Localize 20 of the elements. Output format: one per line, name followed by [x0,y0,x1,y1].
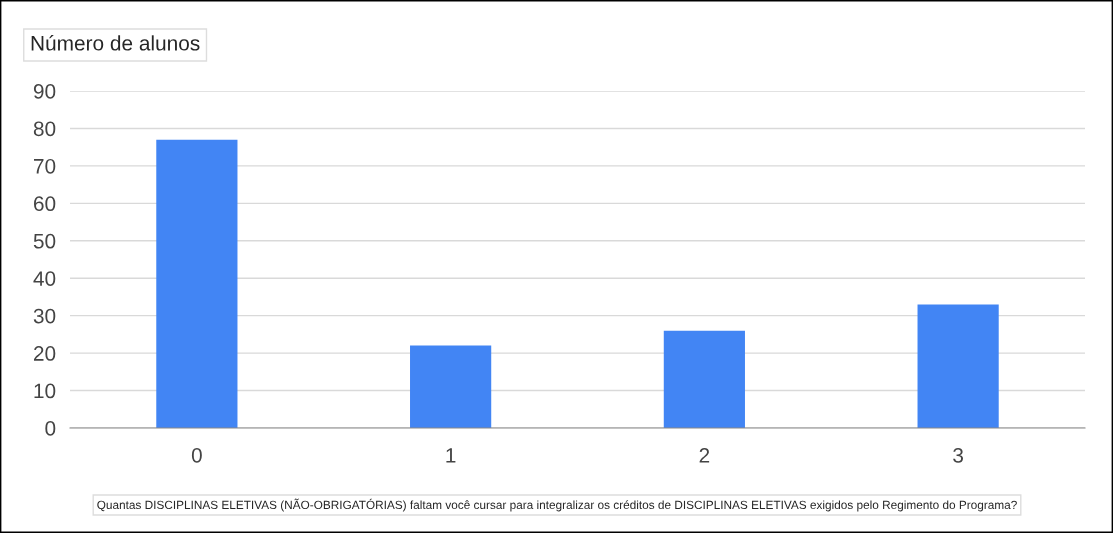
bar [663,330,745,428]
x-tick-label: 3 [953,447,963,463]
y-tick-label: 50 [33,233,56,249]
bar [156,139,238,428]
y-tick-label: 60 [34,196,56,212]
y-tick-label: 40 [33,271,56,286]
x-tick-label: 0 [191,447,202,463]
y-tick-label: 90 [33,84,56,99]
x-axis-title: Quantas DISCIPLINAS ELETIVAS (NÃO-OBRIGATÓRIAS) faltam você cursar para integralizar os créditos de DISCIPLINAS ELETIVAS exigidos pelo Regimento do Programa? [97,498,1017,512]
bar [410,345,492,428]
y-tick-label: 10 [34,383,56,399]
y-tick-label: 30 [33,308,56,324]
y-tick-label: 0 [45,421,56,436]
y-tick-label: 70 [34,158,56,174]
y-tick-label: 20 [33,346,56,361]
y-axis-title: Número de alunos [31,35,200,51]
x-tick-label: 1 [446,448,456,463]
y-tick-label: 80 [33,121,56,137]
bar [917,304,999,428]
x-tick-label: 2 [699,447,710,463]
